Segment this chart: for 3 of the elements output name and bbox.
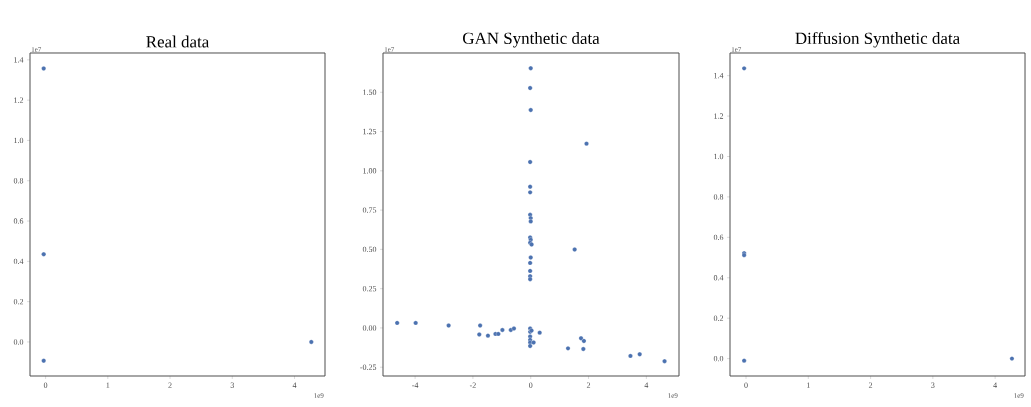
chart-title: Diffusion Synthetic data: [795, 31, 960, 48]
chart-title: GAN Synthetic data: [463, 32, 600, 48]
chart-title: Real data: [146, 35, 210, 48]
